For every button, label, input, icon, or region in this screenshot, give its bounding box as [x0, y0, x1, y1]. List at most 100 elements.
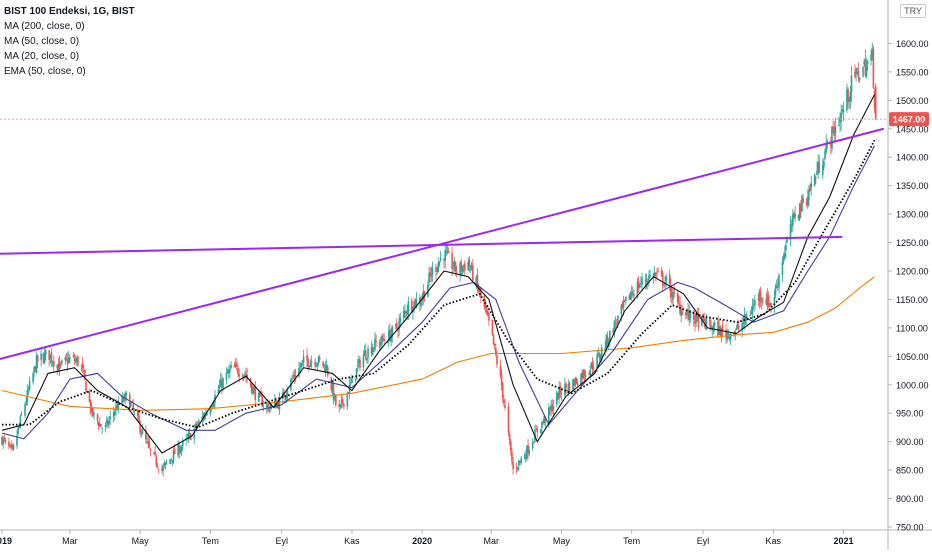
candle-body — [752, 304, 755, 306]
candle-body — [179, 450, 182, 453]
candle-body — [516, 467, 519, 470]
candle-body — [862, 67, 864, 77]
candle-body — [701, 315, 703, 326]
candle-body — [762, 299, 764, 301]
candle-body — [847, 88, 849, 102]
candle-body — [382, 337, 384, 340]
candle-body — [484, 304, 487, 309]
candle-body — [866, 60, 869, 65]
candle-body — [331, 384, 334, 392]
candle-body — [865, 65, 868, 77]
candle-body — [396, 323, 398, 329]
candle-body — [817, 161, 819, 174]
indicator-ma50[interactable]: MA (50, close, 0) — [4, 36, 80, 47]
candle-body — [694, 320, 696, 325]
candle-body — [104, 424, 107, 428]
indicator-ma200[interactable]: MA (200, close, 0) — [4, 21, 85, 32]
candle-body — [218, 385, 221, 389]
candle-body — [322, 361, 324, 367]
candle-body — [826, 141, 829, 143]
candle-body — [141, 429, 144, 435]
candle-body — [88, 390, 91, 402]
currency-badge[interactable]: TRY — [900, 4, 926, 18]
candle-body — [856, 68, 859, 70]
candle-body — [669, 286, 672, 297]
x-tick-label: Mar — [62, 536, 78, 546]
candle-body — [640, 283, 642, 285]
candle-body — [500, 373, 503, 385]
candle-body — [483, 295, 486, 307]
y-tick-label: 1100.00 — [896, 323, 928, 333]
candle-body — [56, 364, 59, 369]
candle-body — [556, 392, 558, 405]
indicator-ema50[interactable]: EMA (50, close, 0) — [4, 66, 86, 77]
candle-body — [356, 365, 359, 367]
candle-body — [636, 282, 639, 298]
candle-body — [124, 393, 126, 400]
candle-body — [422, 291, 425, 300]
candle-body — [222, 378, 224, 388]
candle-body — [661, 272, 664, 286]
candle-body — [600, 347, 603, 358]
candle-body — [284, 397, 286, 400]
candle-body — [324, 366, 327, 373]
candle-body — [480, 287, 482, 297]
candle-body — [165, 462, 168, 464]
candle-body — [260, 392, 262, 397]
candle-body — [12, 444, 15, 450]
indicator-ma20[interactable]: MA (20, close, 0) — [4, 51, 80, 62]
candle-body — [50, 352, 53, 362]
candle-body — [65, 358, 68, 359]
candle-body — [170, 459, 173, 461]
candle-body — [858, 77, 861, 81]
candle-body — [286, 391, 289, 397]
candle-body — [737, 326, 740, 329]
candle-body — [76, 357, 78, 363]
candle-body — [123, 397, 125, 401]
candle-body — [161, 468, 163, 471]
candle-body — [655, 273, 657, 275]
candle-body — [10, 444, 13, 447]
candle-body — [198, 420, 200, 424]
candle-body — [28, 381, 31, 390]
candle-body — [66, 359, 69, 365]
candle-body — [637, 280, 640, 290]
candle-body — [435, 267, 437, 272]
candle-body — [245, 373, 247, 377]
candle-body — [557, 392, 559, 400]
candle-body — [477, 287, 480, 292]
candle-body — [581, 372, 583, 379]
candle-body — [622, 300, 625, 308]
candle-body — [719, 327, 722, 337]
candle-body — [539, 429, 542, 433]
candle-body — [665, 276, 667, 282]
candle-body — [139, 421, 141, 433]
y-tick-label: 1600.00 — [896, 39, 929, 49]
candle-body — [572, 379, 574, 392]
candle-body — [338, 404, 341, 408]
candle-body — [575, 377, 578, 384]
candle-body — [253, 388, 255, 389]
y-tick-label: 750.00 — [896, 523, 924, 533]
candle-body — [709, 317, 711, 326]
candle-body — [528, 449, 531, 454]
candle-body — [870, 54, 872, 61]
candle-body — [405, 311, 407, 314]
candle-body — [760, 300, 763, 303]
candle-body — [687, 310, 689, 316]
candle-body — [310, 361, 313, 363]
candle-body — [153, 452, 155, 454]
candle-body — [316, 363, 319, 365]
candle-body — [641, 277, 643, 285]
candle-body — [40, 353, 42, 360]
candle-body — [864, 59, 867, 76]
candles-group — [1, 42, 877, 477]
candle-body — [267, 403, 269, 407]
candle-body — [523, 456, 526, 459]
candle-body — [541, 421, 543, 429]
candle-body — [597, 353, 600, 356]
candle-body — [244, 374, 246, 376]
candle-body — [721, 325, 724, 331]
